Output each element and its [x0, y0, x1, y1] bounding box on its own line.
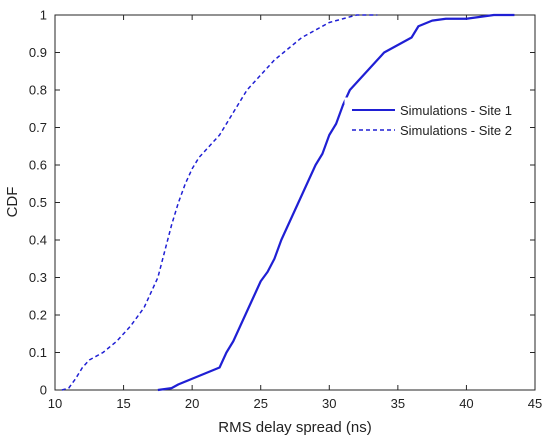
ticks: 10 15 20 25 30 35 40 45 0 0.1 0.2 0.3 0.4 0.5 0.6 0.7 0.…	[29, 8, 542, 412]
y-tick-label: 0.2	[29, 308, 47, 323]
y-tick-label: 0.1	[29, 345, 47, 360]
y-tick-label: 0	[40, 383, 47, 398]
y-tick-label: 0.5	[29, 195, 47, 210]
legend: Simulations - Site 1 Simulations - Site …	[344, 97, 516, 145]
y-tick-label: 0.3	[29, 270, 47, 285]
legend-label-site-2: Simulations - Site 2	[400, 123, 512, 138]
x-tick-label: 25	[253, 396, 267, 411]
x-axis-label: RMS delay spread (ns)	[218, 419, 371, 436]
y-tick-label: 0.7	[29, 120, 47, 135]
x-tick-label: 10	[48, 396, 62, 411]
x-tick-label: 45	[528, 396, 542, 411]
series-line-site-2	[61, 14, 378, 391]
x-tick-label: 20	[185, 396, 199, 411]
y-tick-label: 0.6	[29, 158, 47, 173]
x-tick-label: 15	[116, 396, 130, 411]
y-tick-label: 1	[40, 8, 47, 23]
y-tick-label: 0.8	[29, 83, 47, 98]
x-tick-label: 30	[322, 396, 336, 411]
series-line-site-1	[157, 13, 515, 392]
y-tick-label: 0.4	[29, 233, 47, 248]
x-tick-label: 40	[459, 396, 473, 411]
plot-frame	[54, 14, 536, 391]
legend-label-site-1: Simulations - Site 1	[400, 103, 512, 118]
axes	[54, 14, 536, 391]
series	[61, 13, 515, 392]
x-tick-label: 35	[391, 396, 405, 411]
y-axis-label: CDF	[4, 187, 21, 218]
y-tick-label: 0.9	[29, 45, 47, 60]
legend-box	[344, 97, 516, 145]
